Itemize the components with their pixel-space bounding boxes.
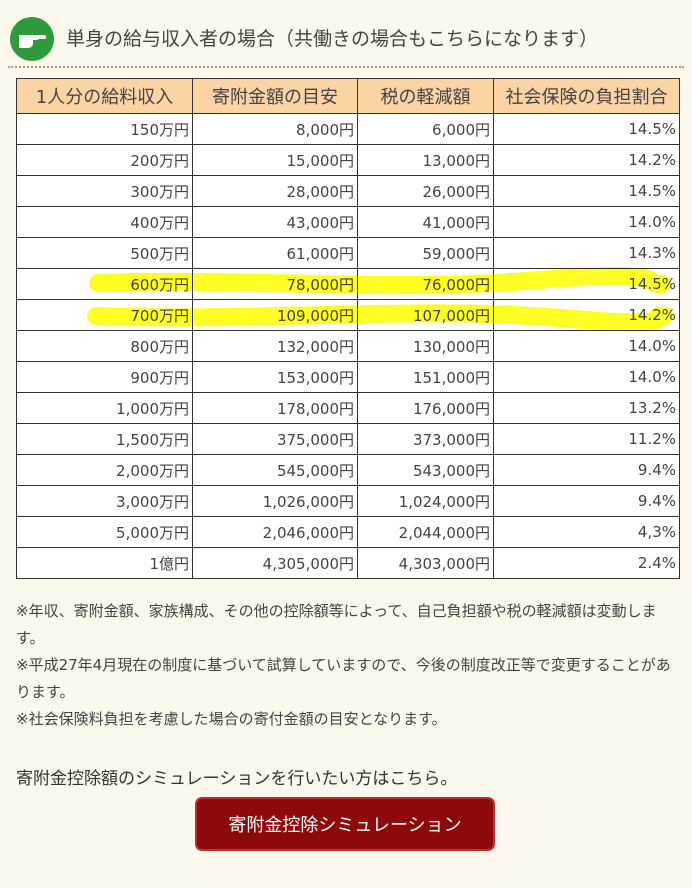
- table-cell: 14.0%: [493, 206, 680, 238]
- table-cell: 151,000円: [357, 361, 494, 393]
- table-cell: 14.0%: [493, 361, 680, 393]
- table-body: 150万円 8,000円 6,000円 14.5% 200万円 15,000円 13,000…: [16, 113, 680, 579]
- table-row: 500万円 61,000円 59,000円 14.3%: [16, 237, 680, 269]
- table-cell: 3,000万円: [16, 485, 193, 517]
- table-cell: 2,000万円: [16, 454, 193, 486]
- table-cell: 26,000円: [357, 175, 494, 207]
- table-cell: 4,303,000円: [357, 547, 494, 579]
- table-row: 200万円 15,000円 13,000円 14.2%: [16, 144, 680, 176]
- table-cell: 14.2%: [493, 299, 680, 331]
- table-cell: 1,000万円: [16, 392, 193, 424]
- table-row: 600万円 78,000円 76,000円 14.5%: [16, 268, 680, 300]
- table-cell: 14.5%: [493, 175, 680, 207]
- table-cell: 4,305,000円: [192, 547, 358, 579]
- table-cell: 6,000円: [357, 113, 494, 145]
- table-cell: 14.0%: [493, 330, 680, 362]
- simulation-button[interactable]: 寄附金控除シミュレーション: [195, 797, 495, 851]
- table-cell: 543,000円: [357, 454, 494, 486]
- donation-table: 1人分の給料収入 寄附金額の目安 税の軽減額 社会保険の負担割合 150万円 8,000…: [16, 78, 680, 579]
- table-cell: 41,000円: [357, 206, 494, 238]
- table-cell: 1,026,000円: [192, 485, 358, 517]
- table-row: 800万円 132,000円 130,000円 14.0%: [16, 330, 680, 362]
- table-cell: 14.5%: [493, 113, 680, 145]
- table-cell: 4,3%: [493, 516, 680, 548]
- table-cell: 5,000万円: [16, 516, 193, 548]
- table-cell: 900万円: [16, 361, 193, 393]
- table-cell: 59,000円: [357, 237, 494, 269]
- table-cell: 11.2%: [493, 423, 680, 455]
- table-row: 1,500万円 375,000円 373,000円 11.2%: [16, 423, 680, 455]
- table-cell: 545,000円: [192, 454, 358, 486]
- table-row: 700万円 109,000円 107,000円 14.2%: [16, 299, 680, 331]
- table-cell: 9.4%: [493, 454, 680, 486]
- table-cell: 1,500万円: [16, 423, 193, 455]
- column-header: 1人分の給料収入: [16, 78, 193, 114]
- table-cell: 500万円: [16, 237, 193, 269]
- table-cell: 14.3%: [493, 237, 680, 269]
- table-cell: 132,000円: [192, 330, 358, 362]
- table-cell: 15,000円: [192, 144, 358, 176]
- table-cell: 9.4%: [493, 485, 680, 517]
- note: ※社会保険料負担を考慮した場合の寄付金額の目安となります。: [16, 710, 447, 728]
- section-header: 単身の給与収入者の場合（共働きの場合もこちらになります）: [8, 14, 684, 68]
- simulation-text: 寄附金控除額のシミュレーションを行いたい方はこちら。: [16, 769, 458, 789]
- table-cell: 176,000円: [357, 392, 494, 424]
- note: ※年収、寄附金額、家族構成、その他の控除額等によって、自己負担額や税の軽減額は変…: [16, 602, 657, 647]
- table-cell: 150万円: [16, 113, 193, 145]
- table-cell: 2,046,000円: [192, 516, 358, 548]
- table-row: 900万円 153,000円 151,000円 14.0%: [16, 361, 680, 393]
- table-cell: 800万円: [16, 330, 193, 362]
- column-header: 寄附金額の目安: [192, 78, 358, 114]
- table-cell: 1億円: [16, 547, 193, 579]
- table-cell: 78,000円: [192, 268, 358, 300]
- table-cell: 2.4%: [493, 547, 680, 579]
- table-row: 3,000万円 1,026,000円 1,024,000円 9.4%: [16, 485, 680, 517]
- table-row: 1,000万円 178,000円 176,000円 13.2%: [16, 392, 680, 424]
- table-cell: 13.2%: [493, 392, 680, 424]
- pointing-icon: [10, 17, 54, 61]
- table-cell: 61,000円: [192, 237, 358, 269]
- table-cell: 28,000円: [192, 175, 358, 207]
- table-cell: 1,024,000円: [357, 485, 494, 517]
- table-row: 2,000万円 545,000円 543,000円 9.4%: [16, 454, 680, 486]
- table-cell: 43,000円: [192, 206, 358, 238]
- table-cell: 14.2%: [493, 144, 680, 176]
- header-row: 1人分の給料収入 寄附金額の目安 税の軽減額 社会保険の負担割合: [16, 78, 680, 114]
- table-cell: 2,044,000円: [357, 516, 494, 548]
- table-row: 400万円 43,000円 41,000円 14.0%: [16, 206, 680, 238]
- table-cell: 200万円: [16, 144, 193, 176]
- table-cell: 13,000円: [357, 144, 494, 176]
- table-cell: 300万円: [16, 175, 193, 207]
- table-cell: 178,000円: [192, 392, 358, 424]
- column-header: 税の軽減額: [357, 78, 494, 114]
- table-row: 5,000万円 2,046,000円 2,044,000円 4,3%: [16, 516, 680, 548]
- table-cell: 76,000円: [357, 268, 494, 300]
- table-cell: 14.5%: [493, 268, 680, 300]
- table-cell: 400万円: [16, 206, 193, 238]
- table-cell: 107,000円: [357, 299, 494, 331]
- column-header: 社会保険の負担割合: [493, 78, 680, 114]
- table-cell: 373,000円: [357, 423, 494, 455]
- table-cell: 700万円: [16, 299, 193, 331]
- table-cell: 153,000円: [192, 361, 358, 393]
- table-cell: 130,000円: [357, 330, 494, 362]
- table-cell: 375,000円: [192, 423, 358, 455]
- notes: ※年収、寄附金額、家族構成、その他の控除額等によって、自己負担額や税の軽減額は変…: [16, 598, 680, 733]
- note: ※平成27年4月現在の制度に基づいて試算していますので、今後の制度改正等で変更す…: [16, 656, 671, 701]
- table-cell: 109,000円: [192, 299, 358, 331]
- table-cell: 8,000円: [192, 113, 358, 145]
- table-row: 300万円 28,000円 26,000円 14.5%: [16, 175, 680, 207]
- section-title: 単身の給与収入者の場合（共働きの場合もこちらになります）: [66, 28, 599, 50]
- hand-icon: [19, 35, 47, 48]
- table-row: 1億円 4,305,000円 4,303,000円 2.4%: [16, 547, 680, 579]
- table-row: 150万円 8,000円 6,000円 14.5%: [16, 113, 680, 145]
- table-cell: 600万円: [16, 268, 193, 300]
